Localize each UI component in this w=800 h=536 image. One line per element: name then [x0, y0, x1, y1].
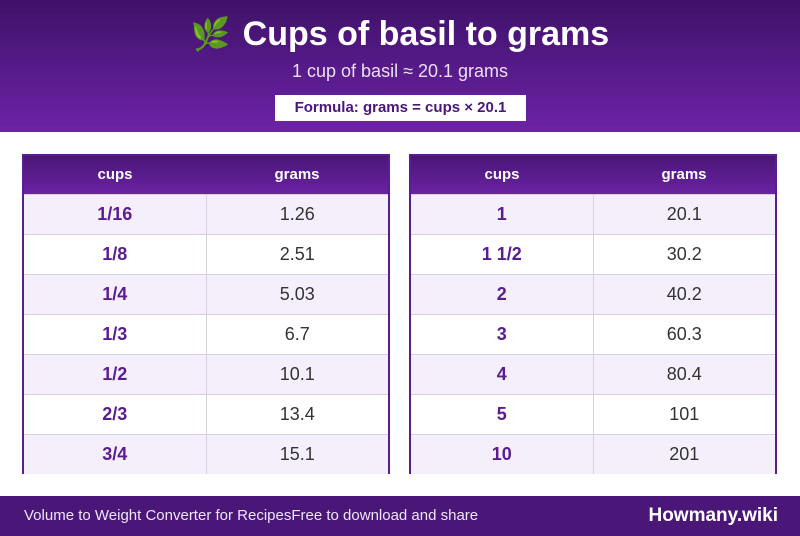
table-header: cups grams [411, 156, 775, 194]
table-row: 1/2 10.1 [24, 354, 388, 394]
header-banner: 🌿 Cups of basil to grams 1 cup of basil … [0, 0, 800, 132]
cups-cell: 1/2 [24, 355, 207, 394]
grams-cell: 20.1 [666, 204, 702, 224]
footer-converter-text: Volume to Weight Converter for Recipes [24, 507, 292, 524]
table-row: 2/3 13.4 [24, 394, 388, 434]
grams-cell: 10.1 [279, 364, 315, 384]
table-row: 3/4 15.1 [24, 434, 388, 474]
grams-cell: 201 [669, 444, 700, 464]
grams-cell: 80.4 [666, 364, 702, 384]
table-row: 4 80.4 [411, 354, 775, 394]
table-row: 1/3 6.7 [24, 314, 388, 354]
cups-cell: 4 [411, 355, 594, 394]
table-body: 1 20.1 1 1/2 30.2 2 40.2 3 60.3 4 80.4 5 101 1… [411, 194, 775, 474]
footer-share-text: Free to download and share [291, 507, 479, 524]
table-header: cups grams [24, 156, 388, 194]
conversion-table-left: cups grams 1/16 1.26 1/8 2.51 1/4 5.03 1/3 6… [22, 154, 390, 474]
grams-cell: 40.2 [666, 284, 702, 304]
grams-cell: 5.03 [279, 284, 315, 304]
cups-cell: 10 [411, 435, 594, 474]
cups-cell: 2/3 [24, 395, 207, 434]
cups-cell: 3 [411, 315, 594, 354]
cups-cell: 2 [411, 275, 594, 314]
brand-logo[interactable]: Howmany.wiki [648, 505, 778, 526]
basil-leaf-icon: 🌿 [190, 16, 231, 52]
footer-bar: Volume to Weight Converter for RecipesFr… [0, 496, 800, 536]
column-header-grams: grams [274, 166, 320, 183]
table-row: 1/16 1.26 [24, 194, 388, 234]
table-row: 10 201 [411, 434, 775, 474]
conversion-table-right: cups grams 1 20.1 1 1/2 30.2 2 40.2 3 60.3 4… [409, 154, 777, 474]
cups-cell: 1/8 [24, 235, 207, 274]
table-row: 2 40.2 [411, 274, 775, 314]
table-row: 1 1/2 30.2 [411, 234, 775, 274]
grams-cell: 60.3 [666, 324, 702, 344]
grams-cell: 2.51 [279, 244, 315, 264]
table-body: 1/16 1.26 1/8 2.51 1/4 5.03 1/3 6.7 1/2 10.1 … [24, 194, 388, 474]
grams-cell: 1.26 [279, 204, 315, 224]
table-row: 1 20.1 [411, 194, 775, 234]
cups-cell: 1 1/2 [411, 235, 594, 274]
footer-text: Volume to Weight Converter for RecipesFr… [24, 496, 478, 536]
grams-cell: 15.1 [279, 444, 315, 464]
cups-cell: 1/16 [24, 195, 207, 234]
table-row: 5 101 [411, 394, 775, 434]
cups-cell: 1/4 [24, 275, 207, 314]
table-row: 3 60.3 [411, 314, 775, 354]
cups-cell: 1 [411, 195, 594, 234]
cups-cell: 3/4 [24, 435, 207, 474]
formula-badge: Formula: grams = cups × 20.1 [275, 95, 526, 121]
table-row: 1/8 2.51 [24, 234, 388, 274]
grams-cell: 101 [669, 404, 700, 424]
column-header-cups: cups [97, 166, 133, 183]
column-header-grams: grams [661, 166, 707, 183]
title-text: Cups of basil to grams [242, 15, 610, 53]
page-title: 🌿 Cups of basil to grams [0, 14, 800, 54]
grams-cell: 30.2 [666, 244, 702, 264]
column-header-cups: cups [484, 166, 520, 183]
grams-cell: 6.7 [284, 324, 310, 344]
subtitle: 1 cup of basil ≈ 20.1 grams [292, 61, 508, 81]
grams-cell: 13.4 [279, 404, 315, 424]
table-row: 1/4 5.03 [24, 274, 388, 314]
cups-cell: 5 [411, 395, 594, 434]
cups-cell: 1/3 [24, 315, 207, 354]
